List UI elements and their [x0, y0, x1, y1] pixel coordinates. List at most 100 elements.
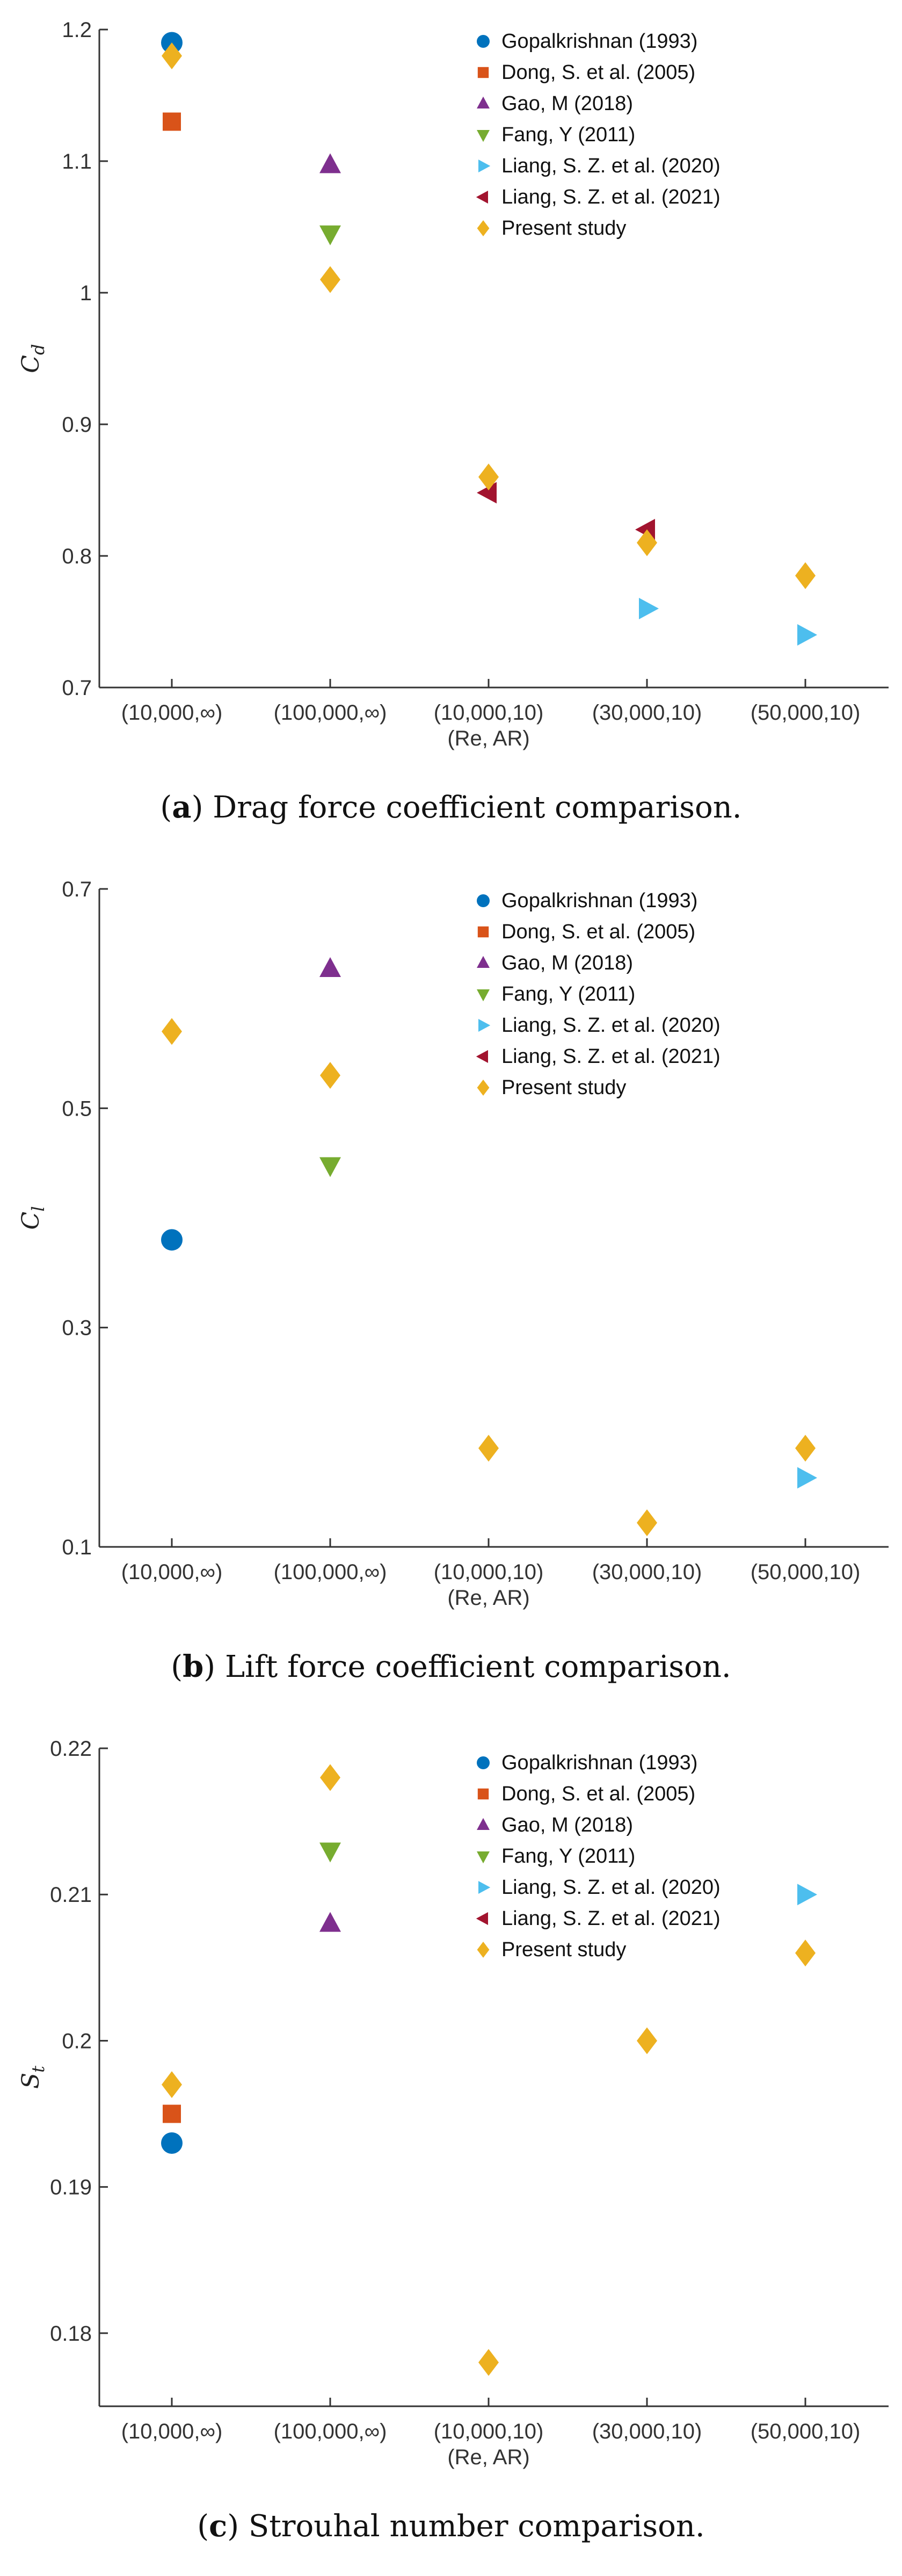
caption-b-text: Lift force coefficient comparison. — [215, 1649, 731, 1684]
y-axis-label: Cd — [17, 344, 48, 373]
y-tick-label: 0.5 — [62, 1097, 92, 1120]
data-point — [478, 1435, 499, 1462]
y-tick-label: 1 — [80, 281, 92, 305]
legend-marker — [477, 67, 489, 78]
legend-label: Fang, Y (2011) — [501, 124, 635, 146]
x-tick-label: (10,000,∞) — [121, 2420, 223, 2443]
data-point — [637, 1509, 657, 1537]
legend-label: Liang, S. Z. et al. (2020) — [501, 1876, 721, 1899]
x-axis-label: (Re, AR) — [447, 2445, 529, 2469]
legend-label: Dong, S. et al. (2005) — [501, 1783, 695, 1805]
data-point — [162, 1018, 182, 1045]
data-point — [795, 562, 816, 589]
legend-label: Fang, Y (2011) — [501, 1845, 635, 1868]
legend-marker — [476, 1912, 488, 1925]
x-tick-label: (10,000,10) — [434, 701, 544, 725]
y-tick-label: 1.2 — [62, 18, 92, 42]
y-tick-label: 1.1 — [62, 150, 92, 173]
legend-label: Present study — [501, 217, 626, 240]
y-axis-label-sub: l — [28, 1206, 48, 1212]
legend-marker — [477, 1756, 490, 1769]
x-tick-label: (10,000,∞) — [121, 701, 223, 725]
y-tick-label: 0.2 — [62, 2029, 92, 2053]
y-axis-label: St — [17, 2066, 48, 2089]
y-tick-label: 0.3 — [62, 1316, 92, 1340]
x-tick-label: (10,000,10) — [434, 2420, 544, 2443]
legend-label: Gao, M (2018) — [501, 952, 633, 974]
y-tick-label: 0.8 — [62, 545, 92, 568]
y-axis-label: Cl — [17, 1206, 48, 1230]
data-point — [163, 112, 181, 131]
data-point — [319, 957, 341, 978]
caption-a-letter: a — [172, 790, 192, 825]
legend-marker — [477, 35, 490, 48]
x-tick-label: (10,000,10) — [434, 1560, 544, 1584]
x-tick-label: (50,000,10) — [751, 701, 861, 725]
panel-c-strouhal: 0.18 0.19 0.2 0.21 0.22 (10,000,∞) (100,000,∞)… — [0, 1719, 902, 2576]
data-point — [320, 1062, 340, 1089]
legend-marker — [477, 96, 490, 108]
data-point — [320, 266, 340, 293]
caption-b: (b) Lift force coefficient comparison. — [171, 1649, 731, 1684]
y-tick-label: 0.18 — [50, 2322, 92, 2346]
x-tick-label: (100,000,∞) — [274, 1560, 387, 1584]
legend-label: Dong, S. et al. (2005) — [501, 921, 695, 943]
legend-marker — [477, 220, 490, 236]
x-axis-label: (Re, AR) — [447, 1586, 529, 1610]
caption-a-text: Drag force coefficient comparison. — [203, 790, 742, 825]
caption-c: (c) Strouhal number comparison. — [197, 2508, 705, 2544]
y-tick-label: 0.1 — [62, 1536, 92, 1559]
data-point — [797, 624, 817, 646]
legend-marker — [477, 926, 489, 938]
y-tick-label: 0.19 — [50, 2176, 92, 2199]
data-point — [797, 1884, 817, 1906]
y-tick-label: 0.9 — [62, 413, 92, 437]
legend-marker — [477, 130, 490, 142]
legend-label: Present study — [501, 1076, 626, 1099]
data-point — [478, 2349, 499, 2376]
y-tick-label: 0.22 — [50, 1737, 92, 1761]
data-point — [637, 2027, 657, 2054]
legend-label: Dong, S. et al. (2005) — [501, 61, 695, 84]
legend-label: Liang, S. Z. et al. (2020) — [501, 1014, 721, 1037]
x-tick-label: (30,000,10) — [592, 1560, 702, 1584]
legend-label: Liang, S. Z. et al. (2021) — [501, 1907, 721, 1930]
x-axis-label: (Re, AR) — [447, 727, 529, 750]
data-point — [161, 1229, 183, 1251]
data-point — [637, 529, 657, 556]
legend-marker — [476, 191, 488, 204]
legend-marker — [477, 1942, 490, 1958]
legend-marker — [478, 160, 491, 172]
data-point — [319, 225, 341, 245]
legend-label: Fang, Y (2011) — [501, 983, 635, 1005]
data-point — [319, 1157, 341, 1177]
caption-c-text: Strouhal number comparison. — [239, 2509, 705, 2544]
legend-label: Gao, M (2018) — [501, 1814, 633, 1836]
x-tick-label: (10,000,∞) — [121, 1560, 223, 1584]
y-axis-label-main: S — [17, 2073, 45, 2089]
caption-a: (a) Drag force coefficient comparison. — [160, 790, 742, 825]
data-point — [795, 1435, 816, 1462]
legend-marker — [477, 1788, 489, 1800]
chart-a: 0.7 0.8 0.9 1 1.1 1.2 (10,000,∞) (100,000,∞) (10… — [17, 18, 889, 750]
legend-marker — [477, 1818, 490, 1830]
data-point — [319, 1842, 341, 1863]
legend-label: Gopalkrishnan (1993) — [501, 1752, 697, 1774]
x-tick-label: (50,000,10) — [751, 2420, 861, 2443]
caption-c-letter: c — [209, 2508, 228, 2544]
data-point — [162, 42, 182, 69]
x-tick-label: (30,000,10) — [592, 701, 702, 725]
y-tick-label: 0.7 — [62, 878, 92, 901]
legend-label: Gopalkrishnan (1993) — [501, 30, 697, 53]
data-point — [319, 153, 341, 173]
data-point — [797, 1467, 817, 1489]
y-axis-label-sub: t — [28, 2066, 48, 2073]
legend-label: Liang, S. Z. et al. (2020) — [501, 155, 721, 177]
data-point — [478, 464, 499, 490]
caption-b-letter: b — [183, 1649, 204, 1684]
y-tick-label: 0.21 — [50, 1883, 92, 1907]
legend-marker — [477, 956, 490, 968]
legend-label: Liang, S. Z. et al. (2021) — [501, 186, 721, 208]
data-point — [162, 2071, 182, 2099]
legend-marker — [476, 1050, 488, 1063]
